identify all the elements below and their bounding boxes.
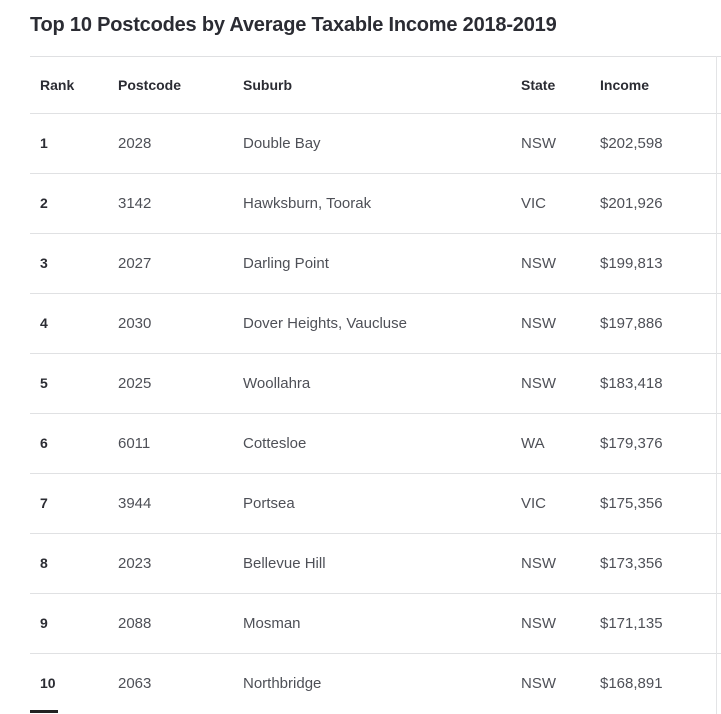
rank-cell: 4 (30, 293, 118, 354)
rank-cell: 3 (30, 233, 118, 294)
state-cell: VIC (521, 473, 600, 534)
rank-cell: 9 (30, 593, 118, 654)
income-cell: $173,356 (600, 533, 721, 594)
rank-cell: 8 (30, 533, 118, 594)
table-row: 1 2028 Double Bay NSW $202,598 (30, 113, 721, 174)
postcode-cell: 2025 (118, 353, 243, 414)
suburb-cell: Northbridge (243, 674, 322, 692)
suburb-cell: Hawksburn, Toorak (243, 173, 521, 234)
income-cell: $197,886 (600, 293, 721, 354)
suburb-cell: Darling Point (243, 233, 521, 294)
suburb-cell: Woollahra (243, 353, 521, 414)
income-cell: $201,926 (600, 173, 721, 234)
column-header-rank: Rank (30, 57, 118, 114)
postcode-cell: 6011 (118, 413, 243, 474)
suburb-cell: Mosman (243, 593, 521, 654)
suburb-cell: Bellevue Hill (243, 533, 521, 594)
table-row: 5 2025 Woollahra NSW $183,418 (30, 353, 721, 414)
table-row: 9 2088 Mosman NSW $171,135 (30, 593, 721, 654)
page-title: Top 10 Postcodes by Average Taxable Inco… (30, 14, 557, 36)
rank-cell: 5 (30, 353, 118, 414)
header-row: Rank Postcode Suburb State Income (30, 57, 721, 114)
income-cell: $175,356 (600, 473, 721, 534)
state-cell: NSW (521, 674, 556, 692)
state-cell: NSW (521, 113, 600, 174)
column-header-state: State (521, 57, 600, 114)
state-cell: NSW (521, 593, 600, 654)
rank-cell: 1 (30, 113, 118, 174)
rank-cell: 10 (40, 675, 56, 692)
partial-cutoff-element (30, 710, 58, 713)
rank-cell: 6 (30, 413, 118, 474)
table-row: 7 3944 Portsea VIC $175,356 (30, 473, 721, 534)
income-cell: $171,135 (600, 593, 721, 654)
column-header-postcode: Postcode (118, 57, 243, 114)
state-cell: NSW (521, 533, 600, 594)
income-cell: $202,598 (600, 113, 721, 174)
state-cell: WA (521, 413, 600, 474)
income-cell: $183,418 (600, 353, 721, 414)
table-row: 6 6011 Cottesloe WA $179,376 (30, 413, 721, 474)
income-cell: $168,891 (600, 674, 663, 692)
postcode-cell: 2063 (118, 674, 152, 692)
suburb-cell: Cottesloe (243, 413, 521, 474)
income-cell: $199,813 (600, 233, 721, 294)
table-row: 3 2027 Darling Point NSW $199,813 (30, 233, 721, 294)
rank-cell: 7 (30, 473, 118, 534)
suburb-cell: Double Bay (243, 113, 521, 174)
postcode-cell: 2088 (118, 593, 243, 654)
rank-cell: 2 (30, 173, 118, 234)
state-cell: NSW (521, 233, 600, 294)
postcode-cell: 2030 (118, 293, 243, 354)
table-row: 10 2063 Northbridge NSW $168,891 (30, 653, 721, 713)
suburb-cell: Portsea (243, 473, 521, 534)
table-row: 4 2030 Dover Heights, Vaucluse NSW $197,886 (30, 293, 721, 354)
state-cell: VIC (521, 173, 600, 234)
postcode-cell: 2028 (118, 113, 243, 174)
table-right-border (716, 56, 717, 714)
table-body: 1 2028 Double Bay NSW $202,598 2 3142 Hawksburn… (30, 113, 721, 713)
postcode-cell: 2023 (118, 533, 243, 594)
column-header-income: Income (600, 57, 721, 114)
state-cell: NSW (521, 293, 600, 354)
table-row: 8 2023 Bellevue Hill NSW $173,356 (30, 533, 721, 594)
table-header: Rank Postcode Suburb State Income (30, 57, 721, 114)
suburb-cell: Dover Heights, Vaucluse (243, 293, 521, 354)
income-table-wrap: Rank Postcode Suburb State Income 1 2028 Doubl… (30, 56, 721, 713)
postcode-cell: 3944 (118, 473, 243, 534)
table-row: 2 3142 Hawksburn, Toorak VIC $201,926 (30, 173, 721, 234)
income-cell: $179,376 (600, 413, 721, 474)
income-table: Rank Postcode Suburb State Income 1 2028 Doubl… (30, 57, 721, 713)
state-cell: NSW (521, 353, 600, 414)
column-header-suburb: Suburb (243, 57, 521, 114)
postcode-cell: 3142 (118, 173, 243, 234)
postcode-cell: 2027 (118, 233, 243, 294)
